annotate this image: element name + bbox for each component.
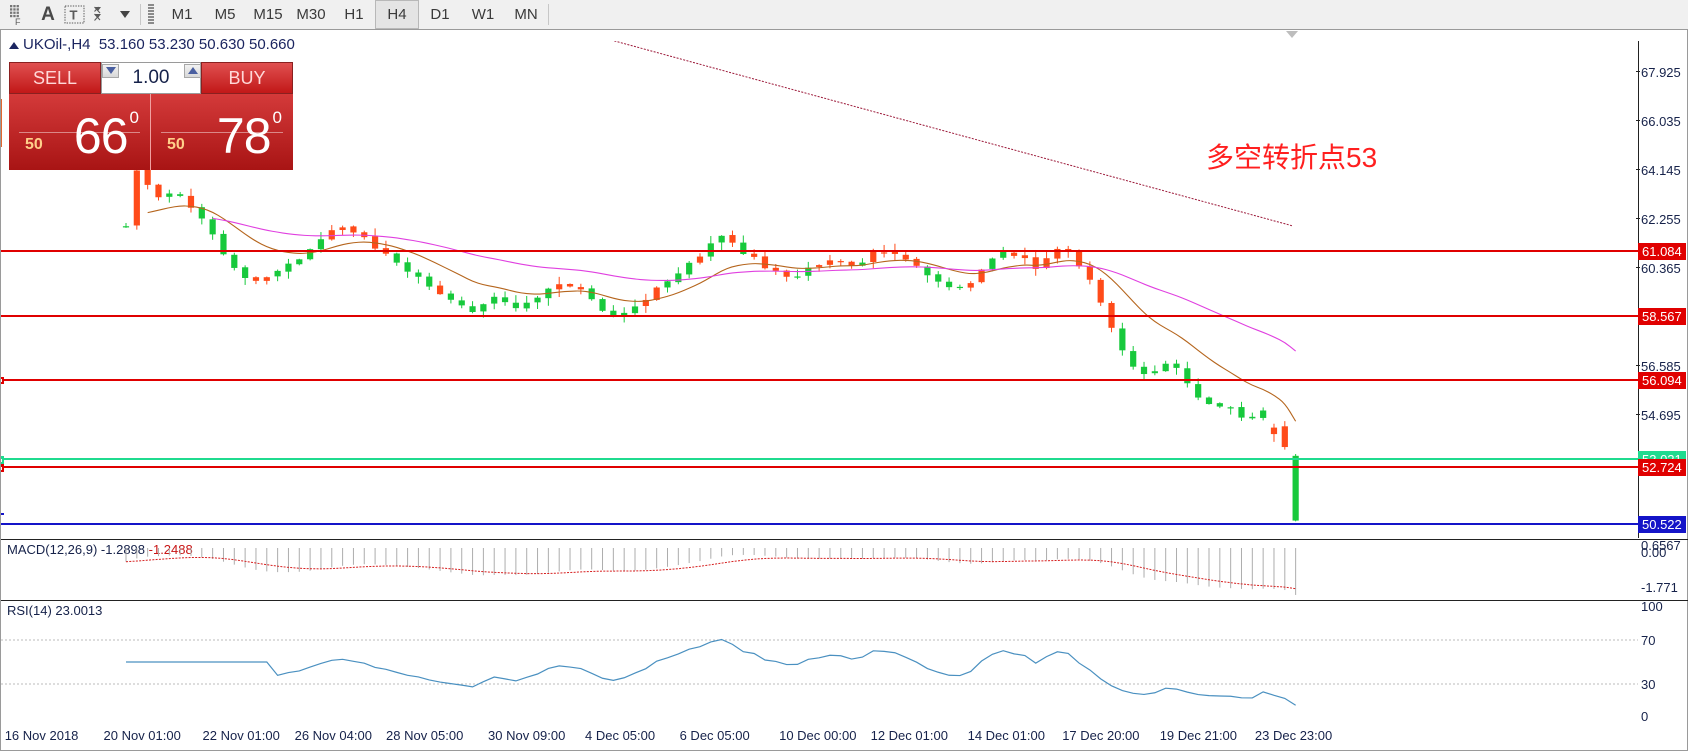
svg-text:F: F (15, 17, 21, 26)
svg-text:T: T (70, 7, 78, 22)
